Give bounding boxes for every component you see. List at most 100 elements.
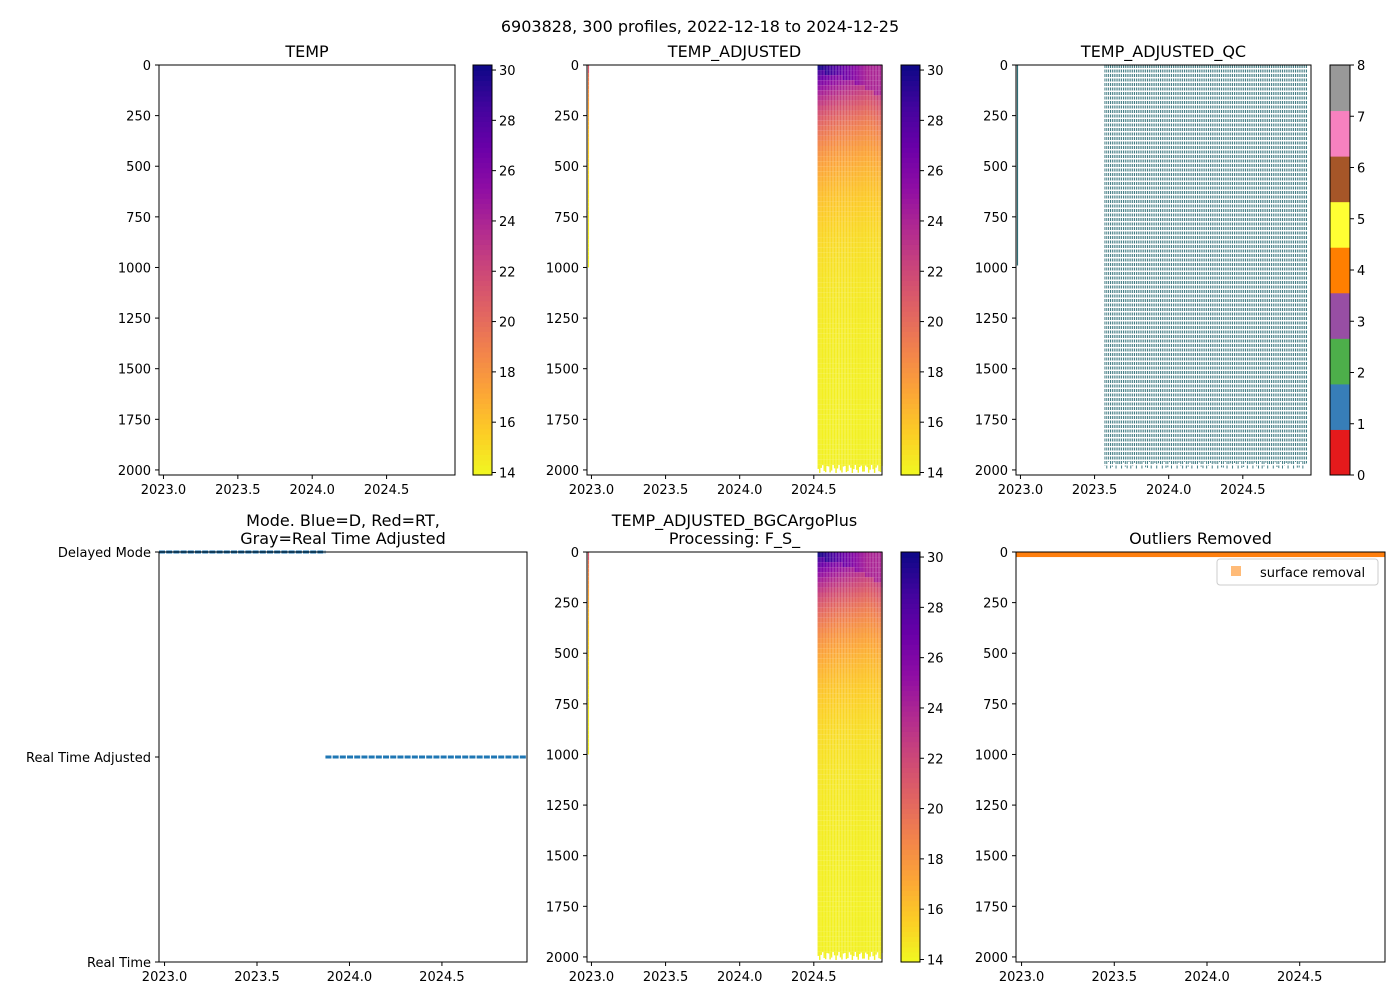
colorbar: 14 16 18 20 22 24 26 28 30 bbox=[900, 64, 944, 481]
colorbar-segment bbox=[473, 177, 492, 184]
colorbar-segment bbox=[473, 295, 492, 302]
colorbar-segment bbox=[901, 106, 920, 112]
y-tick-label: 0 bbox=[571, 59, 579, 74]
colorbar-segment bbox=[473, 218, 492, 225]
colorbar-segment bbox=[473, 188, 492, 194]
colorbar-segment bbox=[473, 300, 492, 307]
colorbar-segment bbox=[901, 111, 920, 117]
colorbar-segment bbox=[901, 223, 920, 230]
colorbar-segment bbox=[901, 157, 920, 163]
colorbar-segment bbox=[901, 295, 920, 302]
y-tick-label: 1250 bbox=[118, 312, 151, 327]
colorbar-segment bbox=[473, 121, 492, 128]
colorbar-segment bbox=[901, 270, 920, 276]
plot-area bbox=[1016, 65, 1311, 475]
colorbar-segment bbox=[473, 131, 492, 138]
colorbar-segment bbox=[473, 382, 492, 389]
colorbar-segment bbox=[901, 172, 920, 179]
colorbar-segment bbox=[901, 136, 920, 143]
colorbar-segment bbox=[901, 357, 920, 363]
colorbar-segment bbox=[901, 428, 920, 435]
x-tick-label: 2024.0 bbox=[717, 483, 763, 498]
colorbar-segment bbox=[473, 311, 492, 317]
colorbar-segment bbox=[901, 65, 920, 71]
colorbar-segment bbox=[473, 418, 492, 425]
y-tick-label: 250 bbox=[554, 110, 579, 125]
colorbar-segment bbox=[473, 454, 492, 461]
colorbar-segment bbox=[901, 326, 920, 333]
colorbar-segment bbox=[473, 428, 492, 435]
colorbar-segment bbox=[1330, 338, 1350, 385]
colorbar-segment bbox=[473, 116, 492, 122]
colorbar-segment bbox=[901, 177, 920, 184]
colorbar-segment bbox=[901, 121, 920, 128]
colorbar-segment bbox=[901, 352, 920, 358]
colorbar-segment bbox=[473, 280, 492, 286]
colorbar-segment bbox=[473, 357, 492, 363]
axes-frame bbox=[158, 551, 528, 963]
colorbar-segment bbox=[473, 408, 492, 415]
colorbar-segment bbox=[901, 90, 920, 97]
colorbar-segment bbox=[901, 423, 920, 430]
panel-title-line: TEMP bbox=[284, 42, 329, 61]
colorbar-segment bbox=[901, 141, 920, 148]
y-tick-label: 500 bbox=[983, 160, 1008, 175]
colorbar-tick-label: 4 bbox=[1357, 264, 1365, 279]
colorbar-tick-label: 24 bbox=[927, 215, 944, 230]
colorbar-segment bbox=[473, 208, 492, 215]
colorbar-segment bbox=[901, 85, 920, 92]
colorbar-segment bbox=[901, 469, 920, 476]
colorbar-segment bbox=[473, 444, 492, 450]
colorbar-segment bbox=[901, 264, 920, 271]
colorbar-frame bbox=[900, 64, 921, 476]
colorbar-segment bbox=[901, 239, 920, 245]
x-tick-label: 2023.0 bbox=[569, 483, 615, 498]
colorbar-segment bbox=[473, 111, 492, 117]
colorbar-segment bbox=[473, 136, 492, 143]
colorbar-segment bbox=[1330, 65, 1350, 112]
colorbar-segment bbox=[473, 75, 492, 81]
panel-temp-adjusted-qc: 2023.0 2023.5 2024.0 2024.50250500750100012… bbox=[975, 42, 1365, 498]
colorbar-segment bbox=[473, 393, 492, 399]
y-tick-label: 1250 bbox=[975, 312, 1008, 327]
colorbar-segment bbox=[901, 418, 920, 425]
colorbar-segment bbox=[473, 341, 492, 348]
colorbar-segment bbox=[473, 346, 492, 353]
colorbar-segment bbox=[473, 352, 492, 358]
colorbar-segment bbox=[901, 259, 920, 266]
colorbar-segment bbox=[901, 459, 920, 466]
y-tick-label: Real Time Adjusted bbox=[26, 751, 151, 766]
colorbar-segment bbox=[473, 234, 492, 240]
colorbar-segment bbox=[473, 459, 492, 466]
colorbar-segment bbox=[901, 387, 920, 394]
colorbar-segment bbox=[1330, 292, 1350, 339]
colorbar-segment bbox=[901, 449, 920, 456]
colorbar-segment bbox=[901, 403, 920, 409]
colorbar-segment bbox=[901, 213, 920, 220]
panel-bgc: 2023.0 2023.5 2024.0 2024.50250500750100012… bbox=[546, 511, 944, 985]
colorbar-segment bbox=[473, 172, 492, 179]
colorbar-segment bbox=[901, 95, 920, 102]
colorbar-segment bbox=[473, 336, 492, 343]
panel-title: TEMP_ADJUSTED_QC bbox=[1080, 42, 1246, 62]
colorbar-segment bbox=[473, 239, 492, 245]
colorbar-segment bbox=[901, 100, 920, 107]
colorbar-segment bbox=[901, 280, 920, 286]
colorbar-tick-label: 28 bbox=[499, 114, 516, 129]
colorbar-segment bbox=[901, 208, 920, 215]
colorbar-segment bbox=[473, 254, 492, 261]
colorbar-tick-label: 14 bbox=[499, 466, 516, 481]
colorbar-segment bbox=[473, 449, 492, 456]
colorbar-segment bbox=[473, 403, 492, 409]
colorbar-segment bbox=[473, 423, 492, 430]
y-tick-label: 1000 bbox=[546, 261, 579, 276]
colorbar-tick-label: 18 bbox=[927, 366, 944, 381]
colorbar-segment bbox=[473, 398, 492, 404]
x-tick-label: 2024.0 bbox=[289, 483, 335, 498]
colorbar-segment bbox=[901, 198, 920, 204]
colorbar-segment bbox=[473, 469, 492, 476]
y-tick-label: 250 bbox=[983, 110, 1008, 125]
colorbar-segment bbox=[473, 331, 492, 338]
colorbar-segment bbox=[901, 464, 920, 471]
